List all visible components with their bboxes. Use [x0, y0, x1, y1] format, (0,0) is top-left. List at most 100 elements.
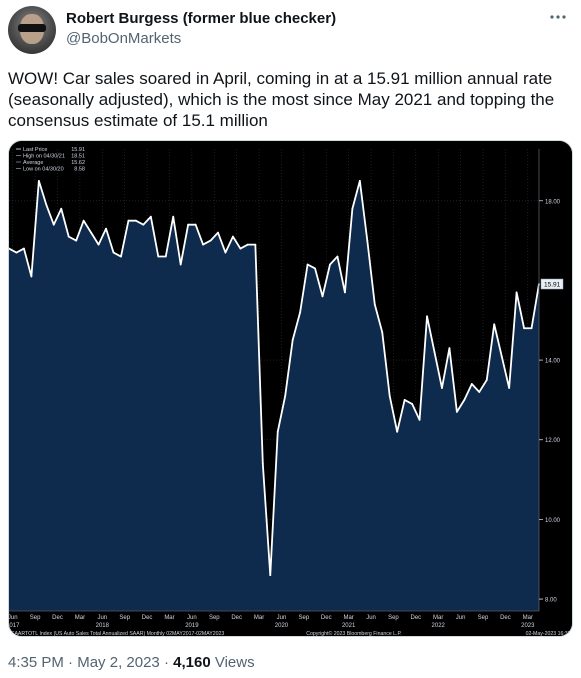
data-point [82, 219, 85, 222]
x-tick-label: Jun [456, 615, 466, 621]
y-tick-label: 8.00 [545, 598, 557, 604]
legend-value: 8.58 [74, 167, 85, 173]
data-point [224, 251, 227, 254]
x-tick-label: Sep [388, 615, 399, 621]
data-point [493, 323, 496, 326]
data-point [202, 243, 204, 246]
legend-value: 15.91 [71, 147, 85, 153]
data-point [403, 399, 406, 401]
data-point [373, 303, 376, 306]
x-tick-label: Dec [410, 615, 421, 621]
avatar[interactable] [8, 6, 56, 54]
y-tick-label: 12.00 [545, 438, 561, 444]
y-tick-label: 14.00 [545, 359, 561, 365]
x-tick-label: Jun [366, 615, 376, 621]
x-tick-label: Dec [231, 615, 242, 621]
x-tick-label: Jun [187, 615, 197, 621]
data-point [261, 462, 264, 465]
data-point [172, 215, 175, 218]
x-tick-label: Sep [478, 615, 489, 621]
data-point [23, 247, 25, 250]
data-point [329, 263, 331, 266]
data-point [463, 399, 466, 401]
x-tick-label: Jun [9, 615, 18, 621]
data-point [358, 179, 361, 182]
data-point [306, 263, 309, 266]
views-count: 4,160 [173, 654, 211, 671]
x-tick-label: Dec [52, 615, 63, 621]
chart: 8.00 10.00 12.00 14.00 18.00 15.91 Jun 2017 Sep D… [9, 141, 572, 637]
meta-separator: · [68, 654, 74, 671]
data-point [37, 179, 40, 182]
data-point [127, 219, 130, 222]
last-price-label: 15.91 [544, 282, 561, 289]
author-name[interactable]: Robert Burgess (former blue checker) [66, 10, 337, 27]
last-price-box [540, 278, 564, 290]
data-point [291, 339, 294, 342]
legend-label: Average [23, 160, 43, 166]
legend-label: Last Price [23, 147, 47, 153]
meta-separator: · [163, 654, 169, 671]
author-handle[interactable]: @BobOnMarkets [66, 30, 182, 47]
data-point [426, 315, 428, 318]
x-year-label: 2017 [9, 623, 20, 629]
data-point [500, 355, 503, 357]
data-point [418, 418, 421, 421]
data-point [448, 347, 451, 350]
data-point [381, 331, 384, 334]
series-line [9, 179, 540, 577]
data-point [60, 207, 63, 210]
data-point [455, 410, 458, 413]
data-point [90, 231, 93, 234]
data-point [523, 327, 525, 330]
data-point [217, 231, 219, 234]
data-point [179, 263, 182, 266]
data-point [411, 403, 413, 405]
data-point [515, 291, 518, 294]
y-tick-label: 10.00 [545, 518, 561, 524]
x-year-label: 2023 [521, 623, 535, 629]
data-point [15, 251, 18, 254]
data-point [396, 430, 399, 433]
x-tick-label: Mar [433, 615, 443, 621]
data-point [209, 239, 212, 242]
x-tick-label: Mar [164, 615, 174, 621]
avatar-glasses [18, 24, 46, 32]
x-tick-label: Dec [321, 615, 332, 621]
tweet-date[interactable]: May 2, 2023 [77, 654, 160, 671]
legend-label: High on 04/30/21 [23, 154, 65, 160]
data-point [433, 351, 436, 354]
data-point [120, 255, 122, 258]
tweet-text: WOW! Car sales soared in April, coming i… [8, 69, 555, 130]
data-point [299, 311, 302, 314]
data-point [470, 383, 473, 385]
data-point [284, 395, 287, 397]
series-area [9, 180, 539, 612]
chart-footer-right: 02-May-2023 16:32: [526, 631, 572, 637]
data-point [30, 275, 33, 278]
x-tick-label: Jun [277, 615, 287, 621]
data-point [149, 215, 152, 218]
data-point [135, 219, 137, 222]
x-tick-label: Mar [254, 615, 264, 621]
data-point [321, 295, 324, 298]
data-point [366, 239, 369, 242]
data-point [336, 255, 339, 258]
x-tick-label: Jun [97, 615, 107, 621]
more-icon[interactable] [549, 8, 567, 31]
data-point [239, 247, 242, 250]
x-tick-label: Sep [119, 615, 130, 621]
tweet-time[interactable]: 4:35 PM [8, 654, 64, 671]
legend-value: 15.62 [71, 160, 85, 166]
data-point [314, 267, 316, 270]
x-year-label: 2020 [275, 623, 289, 629]
data-point [351, 207, 354, 210]
x-tick-label: Mar [343, 615, 353, 621]
x-year-label: 2018 [96, 623, 110, 629]
tweet-media[interactable]: 8.00 10.00 12.00 14.00 18.00 15.91 Jun 2017 Sep D… [8, 140, 573, 637]
data-point [246, 243, 249, 246]
data-point [112, 251, 115, 254]
x-tick-label: Mar [523, 615, 533, 621]
x-year-label: 2022 [432, 623, 446, 629]
